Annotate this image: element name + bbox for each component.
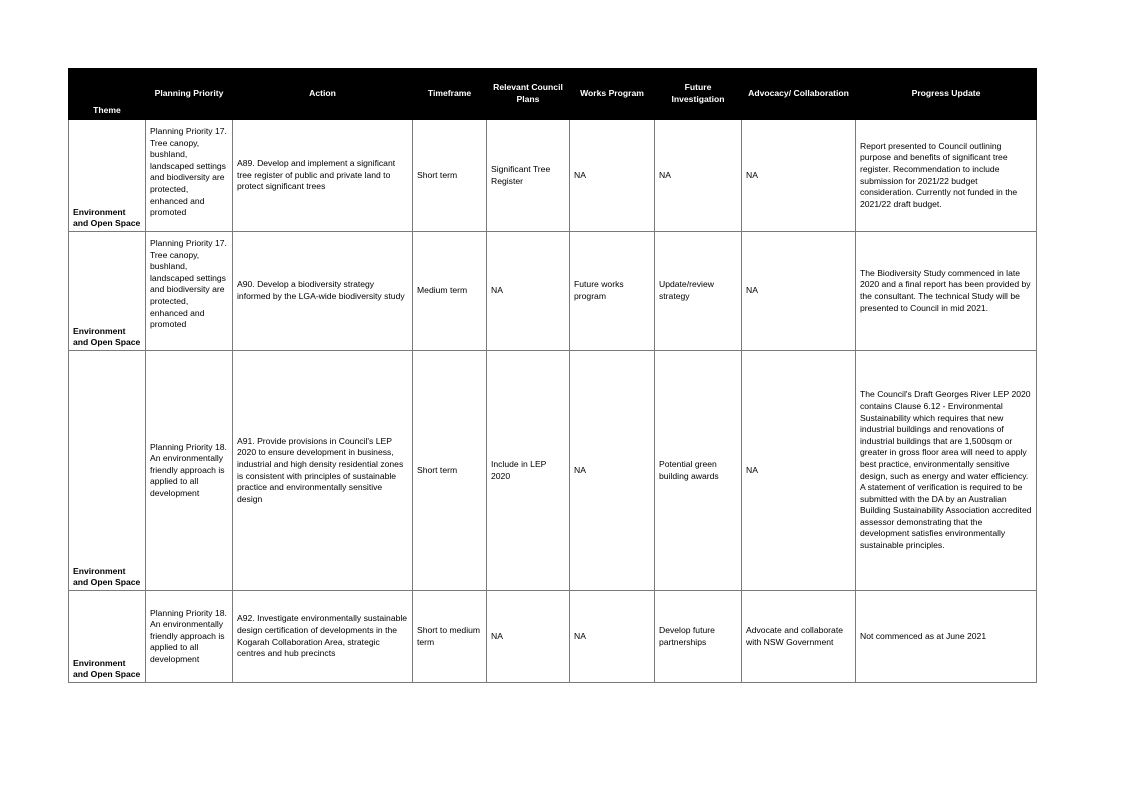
header-advocacy: Advocacy/ Collaboration	[741, 68, 856, 120]
future-investigation-cell: Develop future partnerships	[654, 590, 742, 683]
progress-update-cell: The Council's Draft Georges River LEP 20…	[855, 350, 1037, 591]
theme-cell: Environment and Open Space	[68, 590, 146, 683]
timeframe-cell: Short term	[412, 119, 487, 232]
advocacy-cell: NA	[741, 119, 856, 232]
priority-cell: Planning Priority 17. Tree canopy, bushl…	[145, 119, 233, 232]
progress-update-cell: Not commenced as at June 2021	[855, 590, 1037, 683]
header-progress-update: Progress Update	[855, 68, 1037, 120]
works-program-cell: Future works program	[569, 231, 655, 351]
table-row: Environment and Open Space Planning Prio…	[68, 350, 1037, 591]
action-cell: A89. Develop and implement a significant…	[232, 119, 413, 232]
advocacy-cell: NA	[741, 231, 856, 351]
progress-update-cell: The Biodiversity Study commenced in late…	[855, 231, 1037, 351]
council-plans-cell: Significant Tree Register	[486, 119, 570, 232]
council-plans-cell: Include in LEP 2020	[486, 350, 570, 591]
timeframe-cell: Short term	[412, 350, 487, 591]
header-works-program: Works Program	[569, 68, 655, 120]
priority-cell: Planning Priority 18. An environmentally…	[145, 590, 233, 683]
planning-priorities-table: Theme Planning Priority Action Timeframe…	[68, 68, 1037, 683]
header-planning-priority: Planning Priority	[145, 68, 233, 120]
action-cell: A91. Provide provisions in Council's LEP…	[232, 350, 413, 591]
action-cell: A90. Develop a biodiversity strategy inf…	[232, 231, 413, 351]
timeframe-cell: Medium term	[412, 231, 487, 351]
works-program-cell: NA	[569, 350, 655, 591]
theme-cell: Environment and Open Space	[68, 119, 146, 232]
header-future-investigation: Future Investigation	[654, 68, 742, 120]
table-row: Environment and Open Space Planning Prio…	[68, 119, 1037, 232]
header-theme: Theme	[68, 68, 146, 120]
future-investigation-cell: Potential green building awards	[654, 350, 742, 591]
works-program-cell: NA	[569, 590, 655, 683]
header-council-plans: Relevant Council Plans	[486, 68, 570, 120]
council-plans-cell: NA	[486, 590, 570, 683]
works-program-cell: NA	[569, 119, 655, 232]
timeframe-cell: Short to medium term	[412, 590, 487, 683]
advocacy-cell: Advocate and collaborate with NSW Govern…	[741, 590, 856, 683]
header-timeframe: Timeframe	[412, 68, 487, 120]
table-row: Environment and Open Space Planning Prio…	[68, 590, 1037, 683]
header-row: Theme Planning Priority Action Timeframe…	[68, 68, 1037, 120]
priority-cell: Planning Priority 18. An environmentally…	[145, 350, 233, 591]
header-action: Action	[232, 68, 413, 120]
advocacy-cell: NA	[741, 350, 856, 591]
theme-cell: Environment and Open Space	[68, 350, 146, 591]
action-cell: A92. Investigate environmentally sustain…	[232, 590, 413, 683]
progress-update-cell: Report presented to Council outlining pu…	[855, 119, 1037, 232]
council-plans-cell: NA	[486, 231, 570, 351]
table-row: Environment and Open Space Planning Prio…	[68, 231, 1037, 351]
theme-cell: Environment and Open Space	[68, 231, 146, 351]
future-investigation-cell: NA	[654, 119, 742, 232]
future-investigation-cell: Update/review strategy	[654, 231, 742, 351]
priority-cell: Planning Priority 17. Tree canopy, bushl…	[145, 231, 233, 351]
